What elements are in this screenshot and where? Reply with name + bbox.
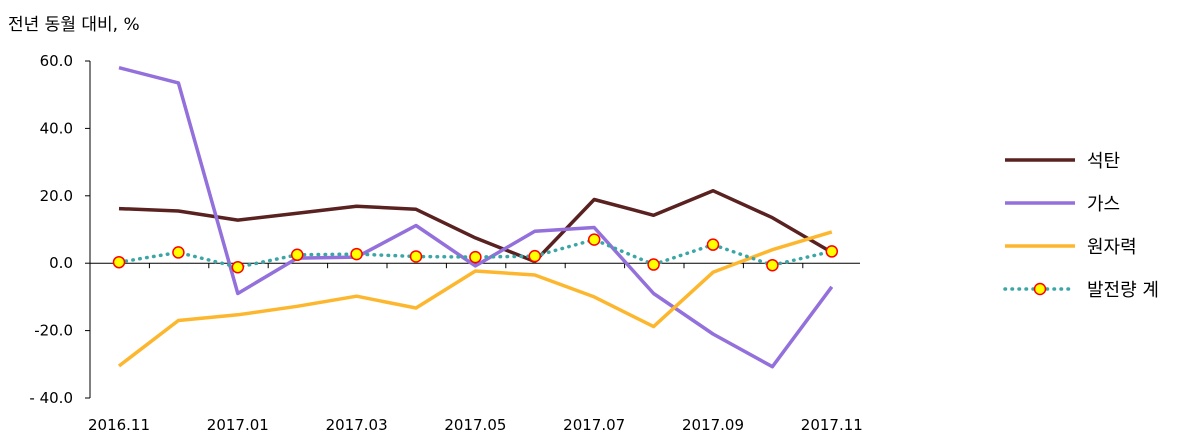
legend-item: 원자력 bbox=[1003, 224, 1159, 267]
x-tick-label: 2017.05 bbox=[444, 416, 506, 434]
legend-item: 석탄 bbox=[1003, 138, 1159, 181]
x-tick-label: 2017.09 bbox=[682, 416, 744, 434]
legend-swatch bbox=[1005, 157, 1075, 162]
data-point bbox=[825, 245, 839, 258]
x-tick-label: 2017.01 bbox=[207, 416, 269, 434]
data-point bbox=[647, 258, 660, 271]
series-line bbox=[117, 230, 833, 368]
data-point bbox=[469, 250, 482, 264]
x-tick-label: 2016.11 bbox=[88, 416, 150, 434]
legend-label: 원자력 bbox=[1087, 236, 1137, 258]
legend-label: 가스 bbox=[1087, 193, 1121, 215]
data-point bbox=[409, 250, 423, 263]
data-point bbox=[350, 247, 363, 261]
y-tick-label: 0.0 bbox=[49, 254, 73, 272]
legend-marker bbox=[1033, 282, 1047, 295]
data-point bbox=[706, 238, 720, 251]
data-point bbox=[290, 248, 304, 262]
legend-item: 가스 bbox=[1003, 181, 1159, 224]
series-line bbox=[118, 66, 834, 369]
series-line bbox=[118, 188, 833, 264]
data-point bbox=[766, 258, 779, 272]
y-tick-label: - 40.0 bbox=[29, 389, 73, 407]
y-tick-label: 40.0 bbox=[40, 119, 73, 137]
legend-swatch bbox=[1003, 282, 1077, 295]
data-point bbox=[587, 233, 601, 246]
legend-label: 석탄 bbox=[1087, 150, 1121, 172]
series-0 bbox=[118, 188, 833, 264]
series-layer bbox=[112, 66, 839, 369]
series-1 bbox=[118, 66, 834, 369]
data-point bbox=[231, 260, 245, 274]
y-tick-label: -20.0 bbox=[34, 322, 73, 340]
axes: 60.0 40.0 20.0 0.0 -20.0 - 40.0 2016.11 2017.01… bbox=[29, 52, 862, 434]
legend-swatch bbox=[1005, 200, 1075, 205]
legend-swatch bbox=[1005, 243, 1075, 248]
legend-item: 발전량 계 bbox=[1003, 267, 1159, 310]
y-tick-label: 20.0 bbox=[40, 187, 73, 205]
x-tick-label: 2017.03 bbox=[326, 416, 388, 434]
data-point bbox=[528, 249, 542, 263]
y-tick-label: 60.0 bbox=[40, 52, 73, 70]
y-axis-unit-label: 전년 동월 대비, % bbox=[8, 15, 140, 35]
series-2 bbox=[117, 230, 833, 368]
data-point bbox=[112, 255, 126, 269]
data-point bbox=[172, 246, 185, 259]
x-tick-label: 2017.07 bbox=[563, 416, 625, 434]
series-3 bbox=[112, 233, 839, 274]
x-tick-label: 2017.11 bbox=[801, 416, 863, 434]
legend-label: 발전량 계 bbox=[1087, 279, 1159, 301]
